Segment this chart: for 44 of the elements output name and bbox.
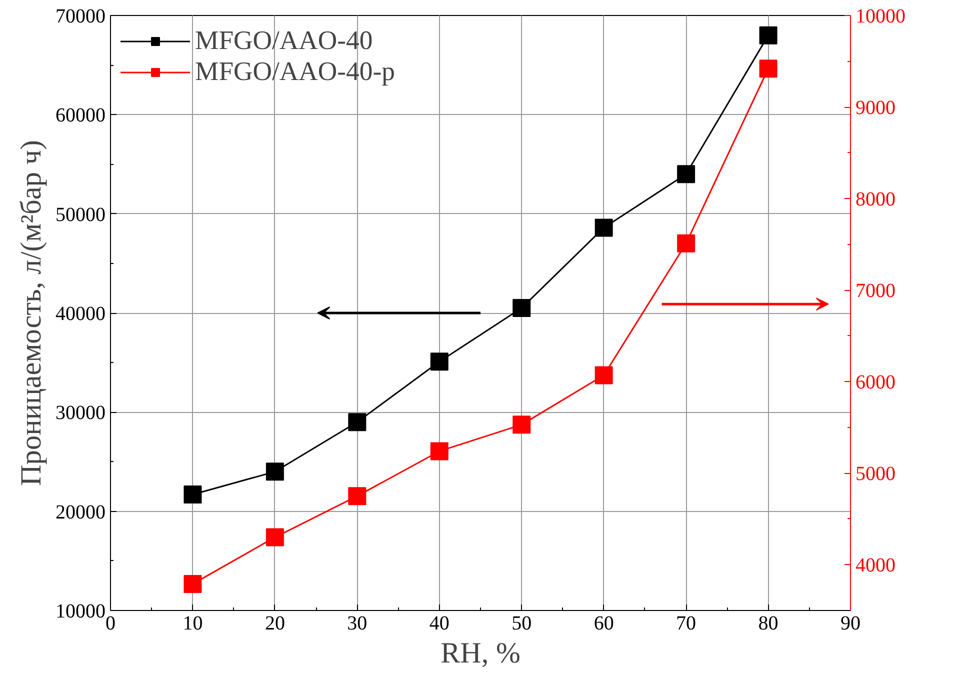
point [594, 366, 613, 384]
y-axis-title: Проницаемость, л/(м²бар ч) [16, 140, 48, 486]
y-tick-label: 70000 [56, 6, 106, 28]
point [512, 299, 531, 318]
point [594, 218, 613, 237]
legend-label: MFGO/AAO-40-p [195, 56, 395, 87]
point [759, 60, 778, 78]
legend-label: MFGO/AAO-40 [195, 25, 373, 56]
point [512, 416, 531, 434]
y-tick-label: 10000 [56, 600, 106, 622]
y2-tick-label: 9000 [856, 97, 896, 120]
y-tick-label: 20000 [56, 501, 106, 524]
point [677, 165, 696, 184]
point [430, 442, 448, 460]
x-tick-label: 30 [347, 612, 368, 634]
x-tick-label: 10 [182, 612, 203, 634]
point [266, 528, 284, 546]
x-tick-label: 50 [512, 612, 532, 634]
point [430, 352, 448, 371]
x-tick-label: 20 [264, 612, 285, 634]
x-tick-label: 40 [429, 612, 450, 634]
y-tick-label: 50000 [56, 204, 106, 226]
y2-tick-label: 5000 [856, 463, 896, 486]
y2-tick-label: 10000 [856, 6, 906, 28]
y2-tick-label: 4000 [856, 554, 896, 577]
x-tick-label: 70 [676, 612, 696, 634]
y-tick-label: 60000 [56, 104, 106, 127]
point [348, 487, 366, 506]
point [184, 485, 202, 504]
point [266, 462, 284, 481]
x-axis-title: RH, % [440, 638, 520, 670]
x-tick-label: 80 [758, 612, 778, 634]
point [677, 234, 696, 252]
x-tick-label: 60 [594, 612, 614, 634]
x-tick-label: 0 [106, 612, 116, 634]
point [348, 413, 366, 432]
y-tick-label: 30000 [56, 402, 106, 424]
x-tick-label: 90 [840, 612, 860, 634]
y2-tick-label: 7000 [856, 280, 896, 302]
point [759, 26, 778, 44]
y-tick-label: 40000 [56, 303, 106, 325]
y2-tick-label: 8000 [856, 188, 896, 211]
y2-tick-label: 6000 [856, 372, 896, 394]
point [184, 574, 202, 593]
